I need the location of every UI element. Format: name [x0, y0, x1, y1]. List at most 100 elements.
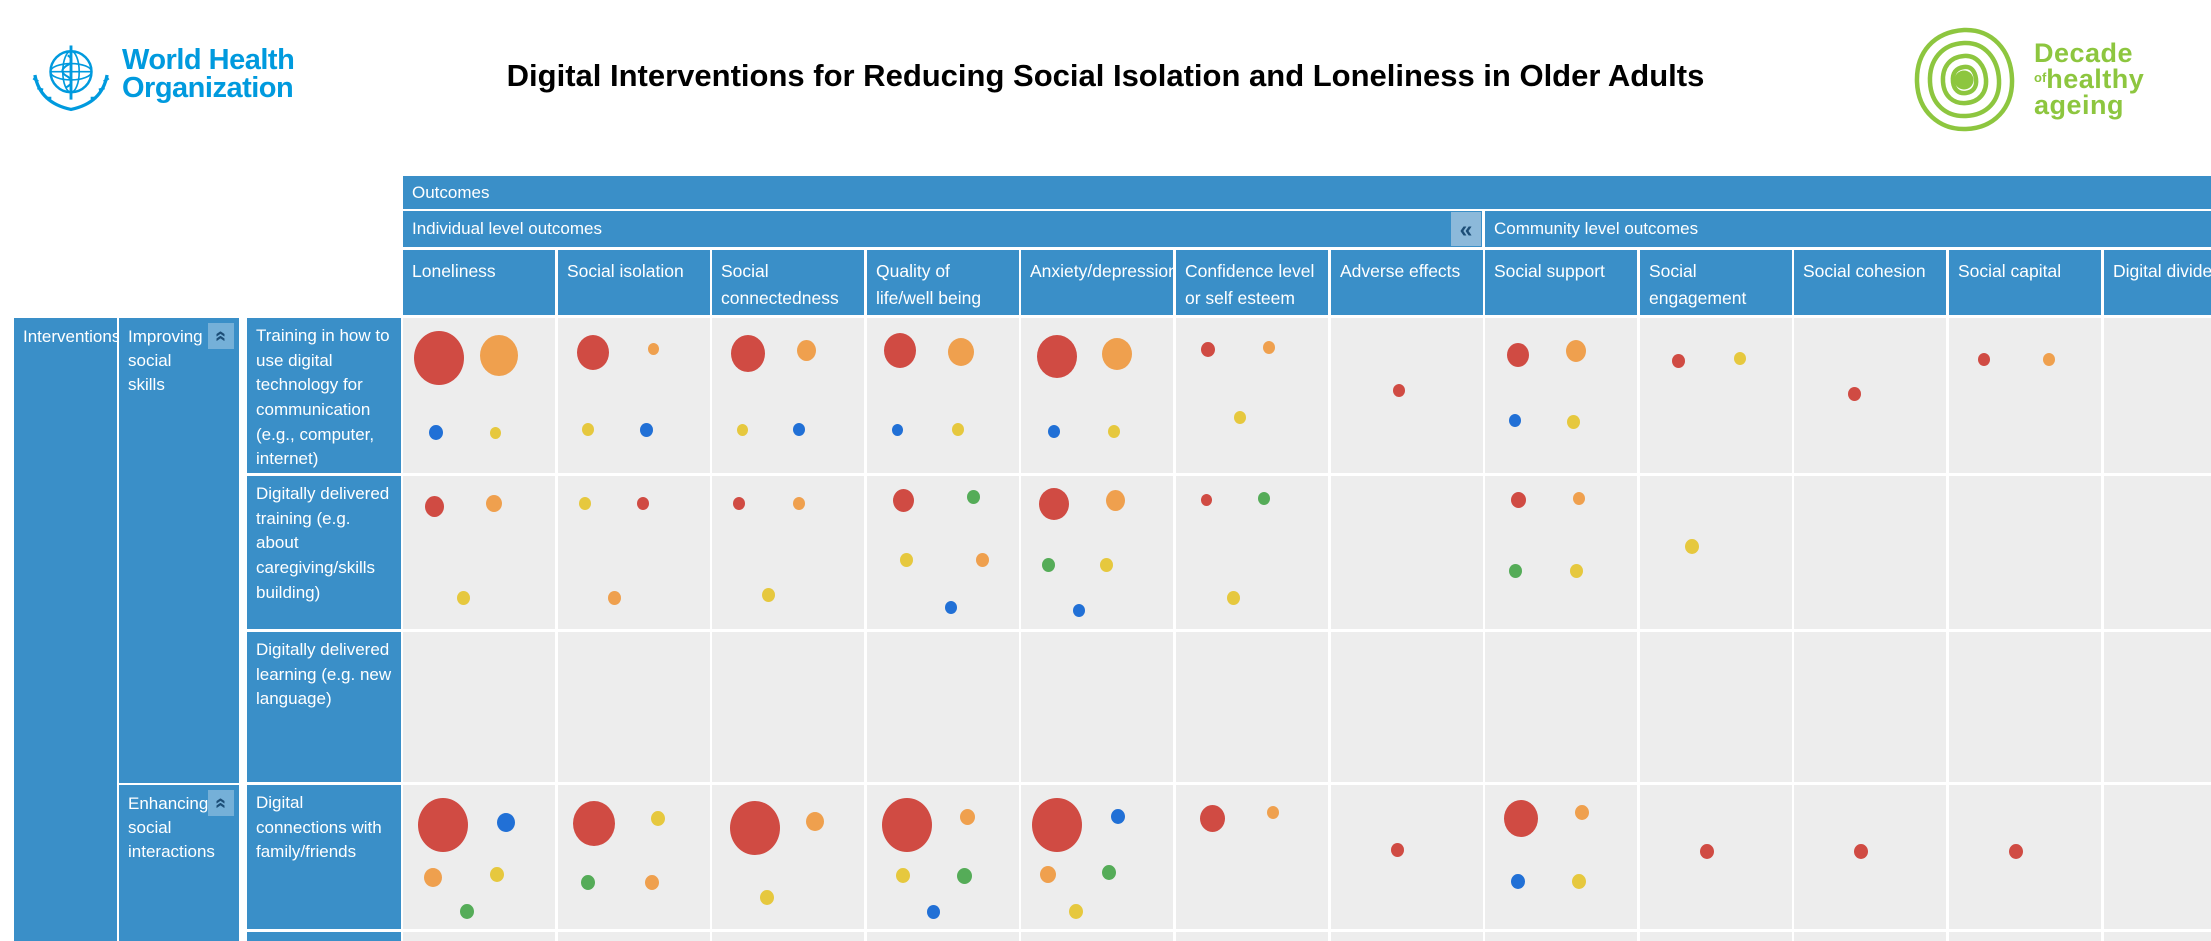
matrix-cell-r2-c7[interactable] [1485, 632, 1637, 782]
yellow-evidence-bubble[interactable] [1233, 410, 1246, 424]
matrix-cell-r1-c8[interactable] [1640, 476, 1792, 629]
orange-evidence-bubble[interactable] [648, 343, 660, 355]
matrix-cell-r3-c3[interactable] [867, 785, 1019, 929]
orange-evidence-bubble[interactable] [792, 497, 805, 511]
green-evidence-bubble[interactable] [1508, 563, 1522, 578]
blue-evidence-bubble[interactable] [891, 423, 903, 436]
matrix-cell-r3-c11[interactable] [2104, 785, 2211, 929]
green-evidence-bubble[interactable] [1041, 557, 1055, 572]
yellow-evidence-bubble[interactable] [582, 423, 595, 437]
yellow-evidence-bubble[interactable] [1572, 873, 1587, 889]
matrix-cell-r3-c0[interactable] [403, 785, 555, 929]
orange-evidence-bubble[interactable] [607, 591, 621, 606]
red-evidence-bubble[interactable] [1199, 804, 1225, 832]
orange-evidence-bubble[interactable] [959, 808, 975, 825]
yellow-evidence-bubble[interactable] [457, 591, 471, 606]
orange-evidence-bubble[interactable] [806, 811, 825, 831]
matrix-cell-r2-c3[interactable] [867, 632, 1019, 782]
matrix-cell-r2-c10[interactable] [1949, 632, 2101, 782]
collapse-individual-button[interactable]: « [1451, 212, 1481, 246]
orange-evidence-bubble[interactable] [976, 553, 990, 568]
matrix-cell-r2-c4[interactable] [1021, 632, 1173, 782]
matrix-cell-r2-c2[interactable] [712, 632, 864, 782]
orange-evidence-bubble[interactable] [1566, 339, 1587, 362]
matrix-cell-r0-c4[interactable] [1021, 318, 1173, 473]
matrix-cell-r0-c6[interactable] [1331, 318, 1483, 473]
matrix-cell-r0-c1[interactable] [558, 318, 710, 473]
yellow-evidence-bubble[interactable] [1227, 591, 1241, 606]
matrix-cell-r1-c1[interactable] [558, 476, 710, 629]
matrix-cell-r3-c8[interactable] [1640, 785, 1792, 929]
blue-evidence-bubble[interactable] [497, 812, 516, 832]
matrix-cell-r2-c1[interactable] [558, 632, 710, 782]
red-evidence-bubble[interactable] [414, 331, 465, 386]
blue-evidence-bubble[interactable] [944, 601, 957, 615]
orange-evidence-bubble[interactable] [479, 334, 518, 376]
matrix-cell-r3-c1[interactable] [558, 785, 710, 929]
green-evidence-bubble[interactable] [1258, 492, 1271, 506]
red-evidence-bubble[interactable] [1853, 843, 1868, 859]
blue-evidence-bubble[interactable] [1111, 809, 1126, 825]
red-evidence-bubble[interactable] [881, 798, 932, 853]
orange-evidence-bubble[interactable] [948, 338, 975, 367]
yellow-evidence-bubble[interactable] [1734, 351, 1747, 365]
matrix-cell-r1-c4[interactable] [1021, 476, 1173, 629]
orange-evidence-bubble[interactable] [1573, 492, 1586, 506]
matrix-cell-r0-c0[interactable] [403, 318, 555, 473]
blue-evidence-bubble[interactable] [429, 425, 444, 441]
red-evidence-bubble[interactable] [884, 333, 917, 369]
yellow-evidence-bubble[interactable] [1566, 414, 1580, 429]
red-evidence-bubble[interactable] [637, 497, 650, 511]
red-evidence-bubble[interactable] [1037, 335, 1078, 379]
orange-evidence-bubble[interactable] [1267, 805, 1280, 819]
matrix-cell-r1-c10[interactable] [1949, 476, 2101, 629]
red-evidence-bubble[interactable] [1671, 354, 1685, 369]
yellow-evidence-bubble[interactable] [1107, 424, 1120, 438]
matrix-cell-r1-c6[interactable] [1331, 476, 1483, 629]
matrix-cell-r2-c6[interactable] [1331, 632, 1483, 782]
yellow-evidence-bubble[interactable] [1569, 563, 1583, 578]
red-evidence-bubble[interactable] [417, 798, 468, 853]
matrix-cell-r4-c7[interactable] [1485, 932, 1637, 941]
red-evidence-bubble[interactable] [1391, 842, 1405, 857]
blue-evidence-bubble[interactable] [1072, 604, 1085, 618]
yellow-evidence-bubble[interactable] [490, 426, 502, 439]
matrix-cell-r0-c9[interactable] [1794, 318, 1946, 473]
matrix-cell-r3-c7[interactable] [1485, 785, 1637, 929]
matrix-cell-r0-c3[interactable] [867, 318, 1019, 473]
matrix-cell-r4-c4[interactable] [1021, 932, 1173, 941]
matrix-cell-r1-c3[interactable] [867, 476, 1019, 629]
matrix-cell-r0-c8[interactable] [1640, 318, 1792, 473]
red-evidence-bubble[interactable] [1032, 798, 1083, 853]
red-evidence-bubble[interactable] [733, 497, 746, 511]
green-evidence-bubble[interactable] [1102, 865, 1117, 881]
matrix-cell-r4-c11[interactable] [2104, 932, 2211, 941]
matrix-cell-r4-c2[interactable] [712, 932, 864, 941]
red-evidence-bubble[interactable] [1200, 341, 1215, 357]
orange-evidence-bubble[interactable] [2043, 353, 2056, 367]
matrix-cell-r1-c7[interactable] [1485, 476, 1637, 629]
matrix-cell-r1-c9[interactable] [1794, 476, 1946, 629]
blue-evidence-bubble[interactable] [1048, 424, 1061, 438]
yellow-evidence-bubble[interactable] [952, 423, 965, 437]
yellow-evidence-bubble[interactable] [900, 553, 914, 568]
red-evidence-bubble[interactable] [1507, 343, 1530, 368]
matrix-cell-r2-c11[interactable] [2104, 632, 2211, 782]
yellow-evidence-bubble[interactable] [651, 810, 666, 826]
matrix-cell-r2-c9[interactable] [1794, 632, 1946, 782]
orange-evidence-bubble[interactable] [1262, 340, 1275, 354]
collapse-group-button[interactable]: « [208, 790, 234, 816]
matrix-cell-r4-c0[interactable] [403, 932, 555, 941]
blue-evidence-bubble[interactable] [1511, 873, 1526, 889]
red-evidence-bubble[interactable] [1699, 843, 1714, 859]
orange-evidence-bubble[interactable] [486, 495, 503, 513]
matrix-cell-r2-c0[interactable] [403, 632, 555, 782]
green-evidence-bubble[interactable] [459, 904, 474, 920]
red-evidence-bubble[interactable] [892, 488, 914, 512]
matrix-cell-r4-c5[interactable] [1176, 932, 1328, 941]
matrix-cell-r1-c11[interactable] [2104, 476, 2211, 629]
matrix-cell-r4-c6[interactable] [1331, 932, 1483, 941]
green-evidence-bubble[interactable] [956, 867, 972, 884]
matrix-cell-r3-c10[interactable] [1949, 785, 2101, 929]
matrix-cell-r3-c4[interactable] [1021, 785, 1173, 929]
